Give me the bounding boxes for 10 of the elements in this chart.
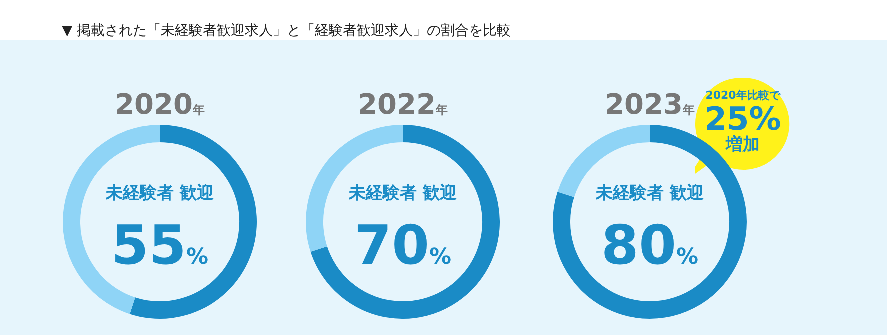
chart-title: 2023年	[605, 88, 695, 121]
chart-title: 2022年	[357, 88, 449, 121]
slice-label: 未経験者 歓迎	[105, 183, 214, 204]
slice-label: 未経験者 歓迎	[348, 183, 457, 204]
text: ▼ 掲載された「未経験者歓迎求人」と「経験者歓迎求人」の割合を比較	[62, 22, 512, 40]
slice-label: 未経験者 歓迎	[595, 183, 704, 204]
data-label: 80%	[601, 214, 699, 277]
data-label: 70%	[354, 214, 452, 277]
chart-title: 2020年	[114, 88, 206, 121]
data-label: 55%	[111, 214, 209, 277]
